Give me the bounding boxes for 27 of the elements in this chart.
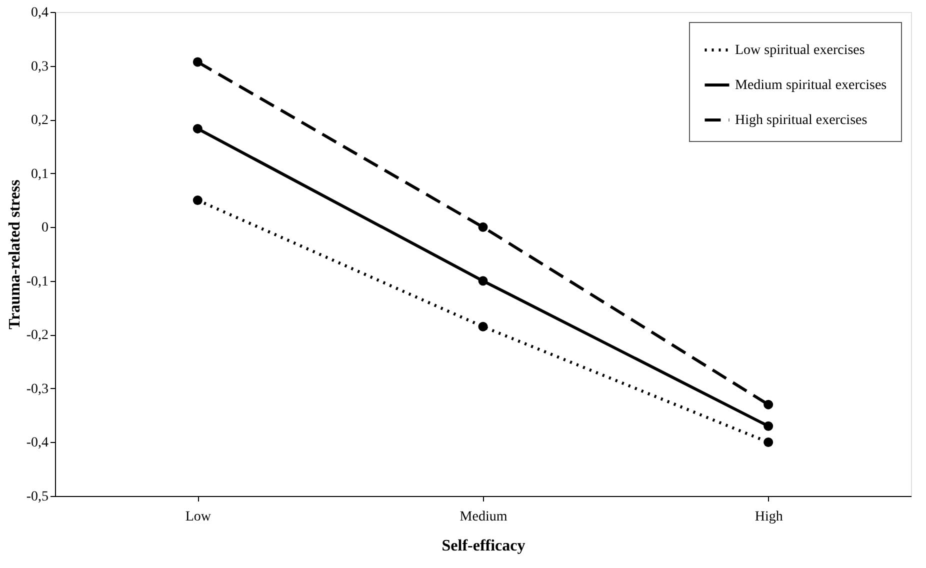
y-tick-label: -0,3 (26, 382, 48, 397)
legend-label: High spiritual exercises (735, 113, 868, 128)
y-tick-label: -0,4 (26, 436, 48, 451)
legend-label: Low spiritual exercises (735, 43, 865, 58)
y-tick-label: -0,5 (26, 490, 48, 504)
y-tick-label: 0,1 (31, 166, 48, 182)
point (192, 195, 202, 205)
y-tick-label: 0 (42, 220, 48, 236)
y-tick-label: -0,1 (26, 274, 48, 290)
y-axis-title: Trauma-related stress (6, 180, 24, 330)
point (764, 400, 774, 410)
y-tick-label: 0,4 (31, 6, 48, 20)
y-tick-label: 0,3 (31, 59, 48, 74)
point (764, 437, 774, 447)
point (478, 322, 488, 332)
legend-label: Medium spiritual exercises (735, 78, 887, 93)
x-axis-title: Self-efficacy (442, 538, 526, 554)
point (192, 57, 202, 67)
x-tick-label: Medium (460, 510, 508, 524)
x-tick-label: High (754, 510, 783, 524)
point (478, 222, 488, 232)
point (192, 124, 202, 134)
x-tick-label: Low (185, 510, 212, 524)
point (478, 276, 488, 286)
y-tick-label: 0,2 (31, 113, 48, 128)
y-tick-label: -0,2 (26, 328, 48, 344)
point (764, 421, 774, 431)
